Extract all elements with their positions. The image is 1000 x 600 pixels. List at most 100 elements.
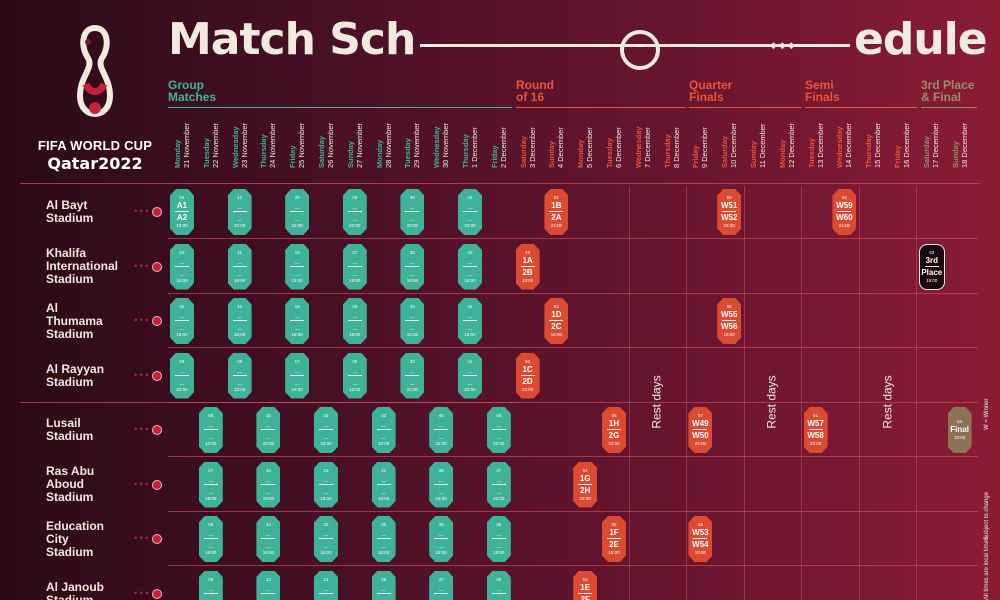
- match-badge[interactable]: 08 _ _ 13:00: [198, 407, 223, 453]
- match-badge[interactable]: 50 1C 2D 22:00: [515, 352, 540, 399]
- match-badge[interactable]: 531E2F18:00: [573, 570, 598, 600]
- match-badge[interactable]: 34 _ _ 18:00: [400, 298, 425, 344]
- match-badge[interactable]: 14 _ _ 16:00: [256, 516, 281, 562]
- match-badge[interactable]: 35 _ _ 18:00: [400, 243, 425, 290]
- match-badge[interactable]: 01 A1 A2 19:00: [170, 189, 194, 235]
- match-badge[interactable]: 03 _ _ 16:00: [170, 243, 194, 290]
- match-number: 43: [467, 249, 473, 255]
- match-badge[interactable]: 39 _ _ 18:00: [429, 461, 454, 508]
- match-badge[interactable]: 09 _ _ 13:00: [227, 352, 252, 399]
- match-badge[interactable]: 27 _ _ 19:00: [342, 243, 367, 290]
- stadium-name-line: Thumama: [46, 313, 103, 328]
- match-badge[interactable]: 64 Final 18:00: [947, 407, 972, 453]
- match-badge[interactable]: 54 1G 2H 22:00: [573, 461, 598, 508]
- match-team-bottom: _: [467, 322, 473, 331]
- match-badge[interactable]: 30 _ _ 16:00: [371, 516, 396, 562]
- match-team-bottom: _: [237, 376, 242, 386]
- match-badge[interactable]: 29__13:00: [371, 570, 396, 600]
- date-day: Wednesday: [230, 126, 240, 168]
- stage-third-line1: 3rd Place: [921, 78, 975, 92]
- match-badge[interactable]: 58 W53 W54 18:00: [688, 516, 713, 562]
- match-badge[interactable]: 19 _ _ 19:00: [285, 243, 310, 290]
- match-badge[interactable]: 07 _ _ 19:00: [198, 461, 223, 508]
- match-badge[interactable]: 63 3rd Place 18:00: [918, 243, 945, 290]
- match-team-bottom: _: [352, 322, 358, 331]
- date-date: 21 November: [182, 122, 191, 168]
- match-badge[interactable]: 02 _ _ 16:00: [170, 298, 194, 344]
- match-time: 22:00: [233, 223, 246, 228]
- match-badge[interactable]: 22 _ _ 16:00: [314, 516, 338, 562]
- match-badge[interactable]: 21__13:00: [314, 570, 338, 600]
- match-badge[interactable]: 37__22:00: [429, 570, 454, 600]
- match-team-top: W49: [692, 419, 709, 428]
- match-badge[interactable]: 12 _ _ 22:00: [227, 189, 252, 235]
- match-badge[interactable]: 33 _ _ 22:00: [400, 352, 425, 399]
- match-badge[interactable]: 20 _ _ 22:00: [285, 189, 310, 235]
- match-number: 34: [409, 304, 415, 309]
- match-badge[interactable]: 18 _ _ 16:00: [285, 298, 310, 344]
- match-badge[interactable]: 51 1B 2A 22:00: [544, 189, 569, 235]
- match-badge[interactable]: 06 _ _ 16:00: [198, 516, 223, 562]
- match-badge[interactable]: 24 _ _ 22:00: [314, 407, 338, 453]
- match-badge[interactable]: 46 _ _ 18:00: [486, 516, 511, 562]
- match-badge[interactable]: 62 W59 W60 22:00: [832, 189, 857, 235]
- match-badge[interactable]: 26 _ _ 16:00: [342, 298, 367, 344]
- match-badge[interactable]: 17 _ _ 16:00: [285, 352, 310, 399]
- match-badge[interactable]: 40 _ _ 22:00: [429, 407, 454, 453]
- date-date: 27 November: [354, 122, 364, 168]
- match-team-top: 1D: [551, 310, 562, 319]
- match-separator: [319, 538, 333, 539]
- match-badge[interactable]: 32 _ _ 22:00: [371, 407, 396, 453]
- row-divider: [168, 401, 978, 403]
- match-badge[interactable]: 43 _ _ 18:00: [458, 243, 482, 290]
- match-number: 21: [323, 576, 329, 582]
- match-badge[interactable]: 38 _ _ 18:00: [429, 516, 454, 562]
- date-date: 9 December: [700, 127, 710, 168]
- date-header-text: Monday 28 November: [375, 123, 393, 168]
- match-badge[interactable]: 58 W51 W52 22:00: [717, 189, 742, 235]
- match-badge[interactable]: 56 1H 2G 22:00: [602, 407, 626, 453]
- date-date: 7 December: [642, 127, 652, 168]
- match-badge[interactable]: 49 1A 2B 18:00: [515, 243, 540, 290]
- match-badge[interactable]: 52 1D 2C 18:00: [544, 298, 569, 344]
- date-date: 2 December: [498, 127, 508, 168]
- match-badge[interactable]: 31 _ _ 19:00: [371, 461, 396, 508]
- match-badge[interactable]: 11 _ _ 19:00: [227, 243, 252, 290]
- match-badge[interactable]: 25 _ _ 13:00: [342, 352, 367, 399]
- match-badge[interactable]: 05__22:00: [198, 570, 223, 600]
- match-badge[interactable]: 41 _ _ 22:00: [458, 352, 482, 399]
- stadium-connector-dots: • • •: [134, 587, 149, 598]
- match-badge[interactable]: 04 _ _ 22:00: [170, 352, 194, 399]
- match-badge[interactable]: 28 _ _ 22:00: [342, 189, 367, 235]
- match-team-top: _: [438, 419, 444, 428]
- match-badge[interactable]: 10 _ _ 16:00: [227, 298, 252, 344]
- date-date: 25 November: [297, 122, 307, 168]
- match-badge[interactable]: 57 W49 W50 22:00: [688, 407, 713, 453]
- stage-sf-line2: Finals: [805, 90, 840, 104]
- stadium-name-line: City: [46, 531, 69, 546]
- date-header-text: Tuesday 13 December: [807, 123, 825, 168]
- match-badge[interactable]: 48 _ _ 22:00: [486, 407, 511, 453]
- match-badge[interactable]: 13__22:00: [256, 570, 281, 600]
- stage-group-line1: Group: [168, 78, 204, 92]
- date-date: 30 November: [441, 122, 451, 168]
- date-header-text: Tuesday 29 November: [403, 123, 421, 168]
- match-badge[interactable]: 60 W55 W56 18:00: [717, 298, 742, 344]
- match-badge[interactable]: 23 _ _ 19:00: [314, 461, 338, 508]
- match-number: 51: [553, 195, 559, 200]
- match-badge[interactable]: 61 W57 W58 22:00: [803, 407, 828, 453]
- stadium-connector-dots: • • •: [134, 206, 149, 216]
- match-separator: [203, 429, 218, 430]
- match-badge[interactable]: 47 _ _ 22:00: [486, 461, 511, 508]
- match-badge[interactable]: 36 _ _ 22:00: [400, 189, 425, 235]
- match-badge[interactable]: 44 _ _ 22:00: [458, 189, 482, 235]
- match-badge[interactable]: 15 _ _ 19:00: [256, 461, 281, 508]
- match-number: 10: [237, 304, 243, 309]
- date-date: 13 December: [815, 122, 825, 168]
- match-badge[interactable]: 45__22:00: [486, 570, 511, 600]
- match-badge[interactable]: 16 _ _ 22:00: [256, 407, 281, 453]
- date-header: Monday 28 November: [375, 120, 393, 184]
- match-badge[interactable]: 42 _ _ 18:00: [458, 298, 482, 344]
- football-icon: [152, 261, 162, 272]
- match-badge[interactable]: 55 1F 2E 18:00: [602, 516, 626, 562]
